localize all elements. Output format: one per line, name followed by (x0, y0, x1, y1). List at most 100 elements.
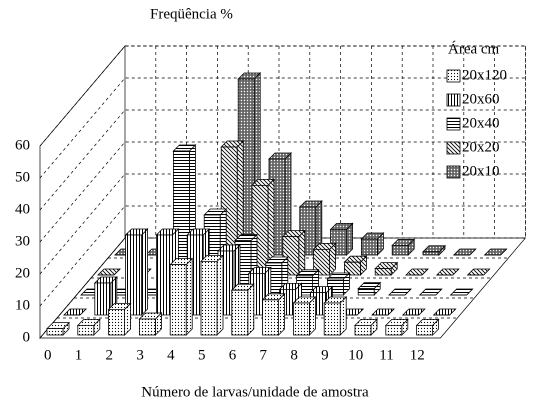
bar (97, 268, 121, 276)
bar-face (216, 254, 224, 336)
bar-face (169, 264, 187, 336)
bar-face (278, 292, 286, 336)
grid-line (39, 173, 526, 275)
x-tick-label: 1 (75, 347, 83, 363)
x-axis-label: Número de larvas/unidade de amostra (141, 384, 369, 400)
legend-swatch (446, 117, 461, 131)
bar (312, 242, 337, 276)
bar-face (231, 289, 249, 336)
bar-face (374, 268, 392, 276)
bar-face (200, 260, 218, 336)
floor (39, 237, 527, 339)
x-tick-label: 11 (379, 347, 393, 363)
x-tick-label: 3 (136, 347, 144, 363)
bar (483, 248, 508, 256)
bar-face (388, 288, 412, 296)
bar (374, 261, 399, 276)
x-tick-label: 4 (167, 347, 175, 363)
bar (169, 257, 194, 336)
bar-face (247, 283, 255, 336)
bar (452, 248, 477, 256)
x-tick-label: 0 (44, 347, 52, 363)
legend-swatch (446, 141, 461, 155)
bar (401, 308, 426, 316)
legend-label: 20x10 (462, 163, 500, 179)
bar (391, 238, 416, 256)
grid-line (39, 205, 526, 307)
bar (46, 321, 70, 336)
bar-face (185, 257, 193, 336)
legend-label: 20x40 (462, 115, 500, 131)
bar-face (108, 308, 125, 336)
bar (360, 232, 385, 256)
x-tick-label: 5 (198, 347, 206, 363)
bar-face (360, 238, 378, 256)
bar-face (141, 228, 149, 316)
bar (432, 308, 457, 316)
y-tick-label: 50 (15, 169, 30, 185)
bar-face (292, 302, 310, 336)
bar (371, 308, 395, 316)
bar-face (401, 308, 426, 316)
bar (281, 229, 306, 276)
grid-line (39, 77, 526, 179)
bar (466, 268, 491, 276)
bar-face (371, 308, 395, 316)
legend-swatch (446, 93, 461, 107)
chart-title: Freqüência % (150, 6, 233, 22)
bar (261, 292, 286, 336)
bar (124, 228, 149, 316)
y-tick-label: 20 (15, 265, 30, 281)
y-tick-label: 30 (15, 233, 30, 249)
bar-face (138, 318, 156, 336)
x-tick-label: 8 (290, 347, 298, 363)
bar-face (391, 244, 409, 256)
bar-face (63, 308, 87, 316)
bar-face (418, 288, 443, 296)
bar-face (262, 299, 280, 336)
bar-face (155, 234, 173, 316)
x-tick-label: 10 (348, 347, 363, 363)
y-tick-label: 0 (23, 329, 31, 345)
bar-face (323, 302, 341, 336)
bar-face (405, 268, 429, 276)
bar (63, 308, 87, 316)
legend-title: Área cm (448, 40, 500, 57)
y-tick-label: 40 (15, 201, 30, 217)
bar-face (435, 268, 460, 276)
legend-label: 20x20 (462, 139, 500, 155)
bar-face (339, 296, 347, 336)
bar (200, 254, 224, 336)
bar-face (385, 324, 403, 336)
bar (354, 318, 378, 336)
bar-face (46, 328, 64, 336)
bar (292, 296, 317, 336)
bar-face (298, 229, 306, 276)
bar (449, 288, 474, 296)
bar-face (416, 324, 434, 336)
bar-face (308, 296, 316, 336)
grid-line (39, 141, 526, 243)
legend-label: 20x120 (462, 67, 507, 83)
bar (107, 302, 132, 336)
y-tick-label: 60 (15, 137, 30, 153)
bar (415, 318, 440, 336)
bar-face (449, 288, 474, 296)
x-tick-label: 9 (321, 347, 329, 363)
grid-line (39, 109, 526, 211)
bar (405, 268, 429, 276)
bar-face (354, 324, 372, 336)
bar (329, 222, 354, 256)
y-tick-label: 10 (15, 297, 30, 313)
x-tick-label: 6 (229, 347, 237, 363)
bar (343, 255, 368, 276)
bar-face (357, 288, 375, 296)
bar-face (466, 268, 491, 276)
bar-face (94, 282, 112, 316)
bar-face (483, 248, 508, 256)
bar (388, 288, 412, 296)
bar-face (125, 234, 143, 316)
bar-face (77, 324, 95, 336)
bar-face (422, 251, 440, 256)
